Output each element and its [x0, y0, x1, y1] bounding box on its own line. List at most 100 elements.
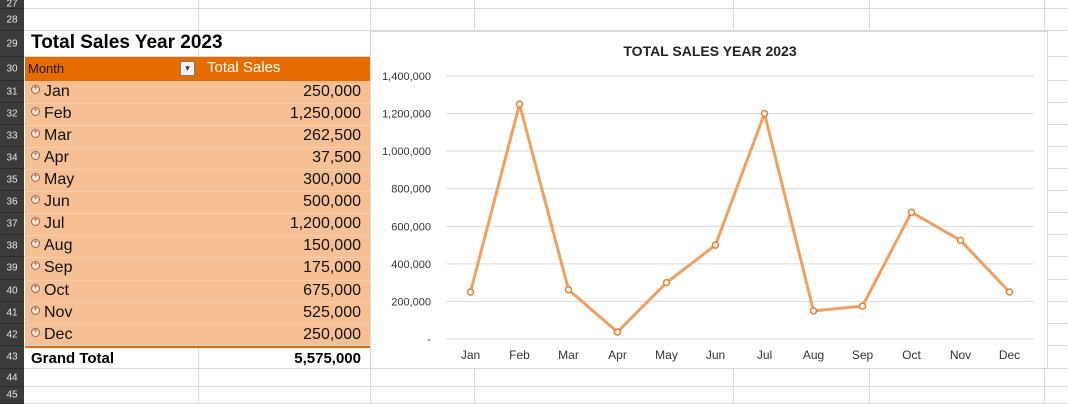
expand-plus-icon[interactable]: +	[31, 173, 40, 183]
row-header-29[interactable]: 29	[0, 31, 24, 57]
pivot-row-divider	[25, 257, 370, 258]
pivot-month-aug[interactable]: + Aug	[31, 237, 181, 257]
row-header-39[interactable]: 39	[0, 257, 24, 280]
row-header-38[interactable]: 38	[0, 235, 24, 257]
data-point-oct[interactable]	[907, 208, 916, 216]
y-tick-label: 1,400,000	[382, 71, 431, 83]
row-header-27[interactable]: 27	[0, 0, 24, 10]
pivot-month-feb[interactable]: + Feb	[31, 105, 181, 125]
pivot-header-total-sales[interactable]: Total Sales	[207, 59, 281, 76]
row-header-41[interactable]: 41	[0, 302, 24, 324]
pivot-month-oct[interactable]: + Oct	[31, 282, 181, 302]
pivot-value-dec[interactable]: 250,000	[303, 326, 361, 343]
filter-dropdown-icon[interactable]: ▾	[180, 61, 195, 76]
pivot-value-oct[interactable]: 675,000	[303, 282, 361, 299]
row-header-34[interactable]: 34	[0, 147, 24, 169]
expand-plus-icon[interactable]: +	[31, 239, 40, 249]
expand-plus-icon[interactable]: +	[31, 328, 40, 338]
row-number: 29	[6, 38, 18, 49]
pivot-month-label: Nov	[44, 304, 73, 321]
y-tick-label: -	[427, 334, 431, 346]
chart-title: TOTAL SALES YEAR 2023	[623, 43, 796, 59]
row-number: 32	[6, 108, 18, 119]
row-header-31[interactable]: 31	[0, 81, 24, 103]
x-tick-label: Jul	[757, 348, 772, 362]
row-header-43[interactable]: 43	[0, 346, 24, 369]
pivot-value-mar[interactable]: 262,500	[303, 127, 361, 144]
row-number: 43	[6, 351, 18, 363]
pivot-month-dec[interactable]: + Dec	[31, 326, 181, 346]
expand-plus-icon[interactable]: +	[31, 261, 40, 271]
pivot-month-jul[interactable]: + Jul	[31, 215, 181, 235]
pivot-value-sep[interactable]: 175,000	[303, 259, 361, 276]
row-header-45[interactable]: 45	[0, 387, 24, 404]
pivot-month-jan[interactable]: + Jan	[31, 83, 181, 103]
expand-plus-icon[interactable]: +	[31, 306, 40, 316]
pivot-title[interactable]: Total Sales Year 2023	[31, 32, 223, 53]
x-tick-label: Jun	[706, 348, 725, 362]
pivot-value-jun[interactable]: 500,000	[303, 193, 361, 210]
expand-plus-icon[interactable]: +	[31, 217, 40, 227]
row-header-36[interactable]: 36	[0, 191, 24, 213]
y-tick-label: 600,000	[391, 221, 431, 233]
pivot-row-divider	[25, 280, 370, 281]
row-number: 39	[6, 262, 18, 274]
row-header-37[interactable]: 37	[0, 213, 24, 235]
expand-plus-icon[interactable]: +	[31, 85, 40, 95]
x-tick-label: Jan	[461, 348, 480, 362]
row-header-35[interactable]: 35	[0, 169, 24, 191]
expand-plus-icon[interactable]: +	[31, 107, 40, 117]
pivot-month-label: Oct	[44, 282, 69, 299]
x-tick-label: Dec	[999, 348, 1020, 362]
pivot-month-may[interactable]: + May	[31, 171, 181, 191]
pivot-month-jun[interactable]: + Jun	[31, 193, 181, 213]
pivot-value-may[interactable]: 300,000	[303, 171, 361, 188]
pivot-month-nov[interactable]: + Nov	[31, 304, 181, 324]
data-point-feb[interactable]	[515, 100, 524, 108]
data-point-nov[interactable]	[956, 236, 965, 245]
pivot-value-feb[interactable]: 1,250,000	[289, 105, 361, 122]
pivot-value-apr[interactable]: 37,500	[312, 149, 361, 166]
data-point-apr[interactable]	[613, 328, 622, 336]
row-number: 33	[6, 130, 18, 141]
data-point-jul[interactable]	[760, 109, 769, 118]
grand-total-value[interactable]: 5,575,000	[294, 350, 361, 367]
pivot-value-jan[interactable]: 250,000	[303, 83, 361, 100]
pivot-value-aug[interactable]: 150,000	[303, 237, 361, 254]
pivot-month-apr[interactable]: + Apr	[31, 149, 181, 169]
data-point-may[interactable]	[662, 278, 671, 287]
expand-plus-icon[interactable]: +	[31, 195, 40, 205]
row-header-30[interactable]: 30	[0, 57, 24, 81]
row-header-33[interactable]: 33	[0, 125, 24, 147]
row-header-44[interactable]: 44	[0, 369, 24, 387]
row-header-42[interactable]: 42	[0, 324, 24, 346]
row-header-28[interactable]: 28	[0, 9, 24, 31]
row-header-40[interactable]: 40	[0, 280, 24, 302]
data-point-aug[interactable]	[809, 307, 818, 315]
pivot-month-label: May	[44, 171, 75, 188]
pivot-month-mar[interactable]: + Mar	[31, 127, 181, 147]
row-header-32[interactable]: 32	[0, 103, 24, 125]
data-point-dec[interactable]	[1005, 288, 1014, 296]
pivot-value-nov[interactable]: 525,000	[303, 304, 361, 321]
gridline-row	[24, 30, 1068, 31]
x-tick-label: May	[655, 348, 678, 362]
row-number: 27	[6, 0, 18, 10]
pivot-month-sep[interactable]: + Sep	[31, 259, 181, 279]
line-chart-svg: TOTAL SALES YEAR 2023 - 200,000 400,000 600…	[382, 43, 1034, 362]
expand-plus-icon[interactable]: +	[31, 129, 40, 139]
data-point-mar[interactable]	[564, 285, 573, 294]
data-point-sep[interactable]	[858, 302, 867, 310]
line-chart[interactable]: TOTAL SALES YEAR 2023 - 200,000 400,000 600…	[370, 31, 1048, 369]
data-point-jun[interactable]	[711, 241, 720, 249]
expand-plus-icon[interactable]: +	[31, 151, 40, 161]
row-number: 45	[6, 389, 18, 401]
pivot-header-month[interactable]: Month	[28, 61, 65, 76]
pivot-value-jul[interactable]: 1,200,000	[289, 215, 361, 232]
row-number: 42	[6, 329, 18, 340]
gridline-row	[24, 8, 1068, 9]
data-point-jan[interactable]	[466, 288, 475, 296]
expand-plus-icon[interactable]: +	[31, 284, 40, 294]
grand-total-label[interactable]: Grand Total	[31, 350, 115, 367]
y-tick-label: 1,200,000	[382, 109, 431, 121]
